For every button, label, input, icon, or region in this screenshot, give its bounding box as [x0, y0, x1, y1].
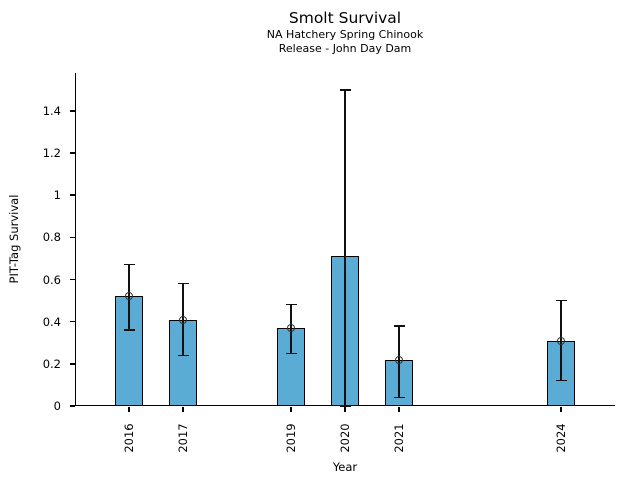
y-tick-label: 1.2 [42, 146, 61, 161]
x-tick [344, 407, 346, 412]
y-tick-label: 1 [53, 188, 61, 203]
error-cap-bottom-2021 [393, 396, 405, 399]
y-tick-label: 0.2 [42, 356, 61, 371]
x-tick-label: 2020 [338, 423, 352, 453]
x-tick [560, 407, 562, 412]
error-cap-bottom-2017 [177, 354, 189, 357]
error-cap-bottom-2016 [123, 329, 135, 331]
error-cap-bottom-2020 [339, 405, 351, 407]
y-tick-label: 0.4 [42, 314, 61, 329]
error-bar-2020 [344, 89, 346, 406]
x-tick-label: 2024 [554, 423, 568, 453]
y-tick [70, 278, 75, 281]
point-marker-2016 [125, 292, 133, 301]
error-cap-top-2017 [177, 283, 189, 285]
error-cap-top-2016 [123, 264, 135, 266]
error-cap-top-2019 [285, 304, 297, 306]
chart-title: Smolt Survival [288, 9, 402, 27]
y-tick [70, 236, 75, 239]
chart-subtitle-line1: NA Hatchery Spring Chinook [266, 28, 424, 41]
x-axis-label: Year [332, 460, 358, 474]
y-tick-label: 0.8 [42, 230, 61, 245]
y-tick [70, 194, 75, 197]
x-tick-label: 2016 [122, 423, 136, 453]
point-marker-2024 [557, 336, 565, 345]
error-cap-bottom-2024 [555, 380, 567, 382]
y-tick [70, 363, 75, 365]
x-tick-label: 2019 [284, 423, 298, 453]
y-tick [70, 320, 75, 323]
y-tick-label: 1.4 [42, 103, 61, 118]
point-marker-2019 [287, 324, 295, 333]
x-tick [398, 407, 400, 412]
point-marker-2021 [395, 355, 403, 364]
point-marker-2017 [179, 315, 187, 324]
error-cap-top-2024 [555, 299, 567, 302]
x-tick [128, 407, 130, 412]
y-tick [70, 152, 75, 154]
y-tick-label: 0.6 [42, 272, 61, 287]
y-tick [70, 405, 75, 407]
y-tick [70, 110, 75, 112]
x-tick-label: 2017 [176, 423, 190, 453]
y-tick-label: 0 [53, 399, 61, 413]
error-cap-top-2021 [393, 325, 405, 327]
x-tick-label: 2021 [392, 423, 406, 453]
x-tick [182, 407, 184, 412]
chart-subtitle-line2: Release - John Day Dam [278, 42, 412, 55]
error-cap-top-2020 [339, 89, 351, 91]
error-cap-bottom-2019 [285, 352, 297, 354]
x-tick [290, 407, 292, 412]
